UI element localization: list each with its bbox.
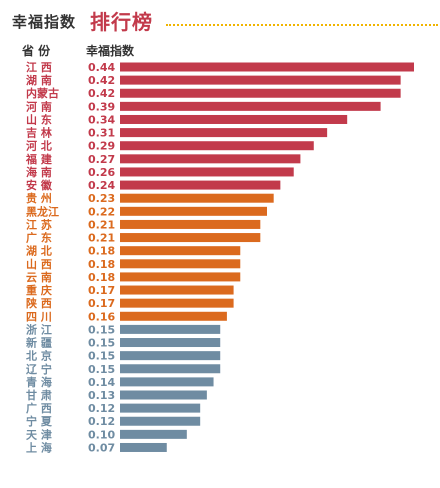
value-label: 0.16: [88, 310, 115, 323]
province-label: 北 京: [26, 349, 52, 363]
bar: [120, 377, 214, 387]
chart-title: 幸福指数: [12, 13, 77, 31]
bar: [120, 416, 201, 426]
province-label: 天 津: [26, 427, 52, 441]
bar: [120, 429, 187, 439]
bar: [120, 442, 167, 452]
bar: [120, 88, 401, 98]
province-label: 湖 南: [26, 73, 52, 87]
province-label: 重 庆: [26, 283, 52, 297]
value-label: 0.15: [88, 337, 115, 350]
province-label: 江 苏: [26, 217, 52, 231]
province-label: 广 东: [26, 231, 52, 245]
province-label: 广 西: [26, 401, 52, 415]
bar: [120, 180, 281, 190]
value-label: 0.15: [88, 363, 115, 376]
value-label: 0.14: [88, 376, 115, 389]
bar: [120, 219, 261, 229]
bar: [120, 285, 234, 295]
bar: [120, 351, 221, 361]
province-label: 辽 宁: [26, 362, 52, 376]
value-label: 0.10: [88, 428, 115, 441]
province-label: 新 疆: [26, 336, 52, 350]
bar: [120, 364, 221, 374]
province-label: 内蒙古: [26, 86, 59, 100]
value-label: 0.27: [88, 153, 115, 166]
province-label: 河 北: [26, 139, 52, 153]
province-label: 浙 江: [26, 322, 52, 336]
value-label: 0.44: [88, 61, 115, 74]
bar: [120, 114, 348, 124]
value-label: 0.29: [88, 140, 115, 153]
bar: [120, 338, 221, 348]
value-label: 0.42: [88, 87, 115, 100]
bar: [120, 62, 414, 72]
bar: [120, 154, 301, 164]
province-label: 湖 北: [26, 244, 52, 258]
value-label: 0.21: [88, 218, 115, 231]
province-label: 陕 西: [26, 296, 52, 310]
bar: [120, 403, 201, 413]
province-label: 山 西: [26, 257, 52, 271]
bar: [120, 167, 294, 177]
bar: [120, 324, 221, 334]
province-label: 甘 肃: [26, 388, 52, 402]
province-label: 青 海: [26, 375, 52, 389]
title-dotted-rule: [166, 24, 438, 26]
value-label: 0.07: [88, 441, 115, 454]
province-label: 江 西: [26, 60, 52, 74]
value-label: 0.23: [88, 192, 115, 205]
province-label: 黑龙江: [26, 204, 59, 218]
bar: [120, 193, 274, 203]
bar: [120, 206, 267, 216]
bar: [120, 141, 314, 151]
bar: [120, 101, 381, 111]
bar: [120, 272, 241, 282]
value-label: 0.15: [88, 350, 115, 363]
bar: [120, 233, 261, 243]
province-label: 四 川: [26, 310, 52, 323]
value-label: 0.18: [88, 258, 115, 271]
bar: [120, 390, 207, 400]
province-label: 海 南: [26, 165, 52, 179]
province-label: 上 海: [26, 440, 52, 454]
province-label: 山 东: [26, 112, 52, 126]
value-label: 0.22: [88, 205, 115, 218]
value-label: 0.13: [88, 389, 115, 402]
value-label: 0.34: [88, 113, 115, 126]
value-label: 0.17: [88, 297, 115, 310]
bar: [120, 128, 328, 138]
value-label: 0.18: [88, 271, 115, 284]
value-label: 0.15: [88, 323, 115, 336]
column-header-province: 省 份: [22, 44, 51, 58]
bar: [120, 311, 227, 321]
chart-title-accent: 排行榜: [90, 10, 153, 34]
chart-header: 幸福指数 排行榜: [8, 6, 438, 34]
bar: [120, 246, 241, 256]
province-label: 安 徽: [26, 178, 53, 192]
province-label: 云 南: [26, 270, 52, 284]
value-label: 0.39: [88, 100, 115, 113]
province-label: 贵 州: [26, 191, 52, 205]
province-label: 宁 夏: [26, 414, 53, 428]
province-label: 吉 林: [26, 126, 52, 140]
province-label: 河 南: [26, 99, 52, 113]
province-label: 福 建: [25, 152, 53, 166]
value-label: 0.18: [88, 245, 115, 258]
value-label: 0.12: [88, 415, 115, 428]
bar: [120, 75, 401, 85]
value-label: 0.31: [88, 127, 115, 140]
value-label: 0.12: [88, 402, 115, 415]
value-label: 0.24: [88, 179, 115, 192]
value-label: 0.17: [88, 284, 115, 297]
value-label: 0.26: [88, 166, 115, 179]
value-label: 0.21: [88, 232, 115, 245]
value-label: 0.42: [88, 74, 115, 87]
bar: [120, 259, 241, 269]
column-header-index: 幸福指数: [86, 44, 135, 58]
bar: [120, 298, 234, 308]
